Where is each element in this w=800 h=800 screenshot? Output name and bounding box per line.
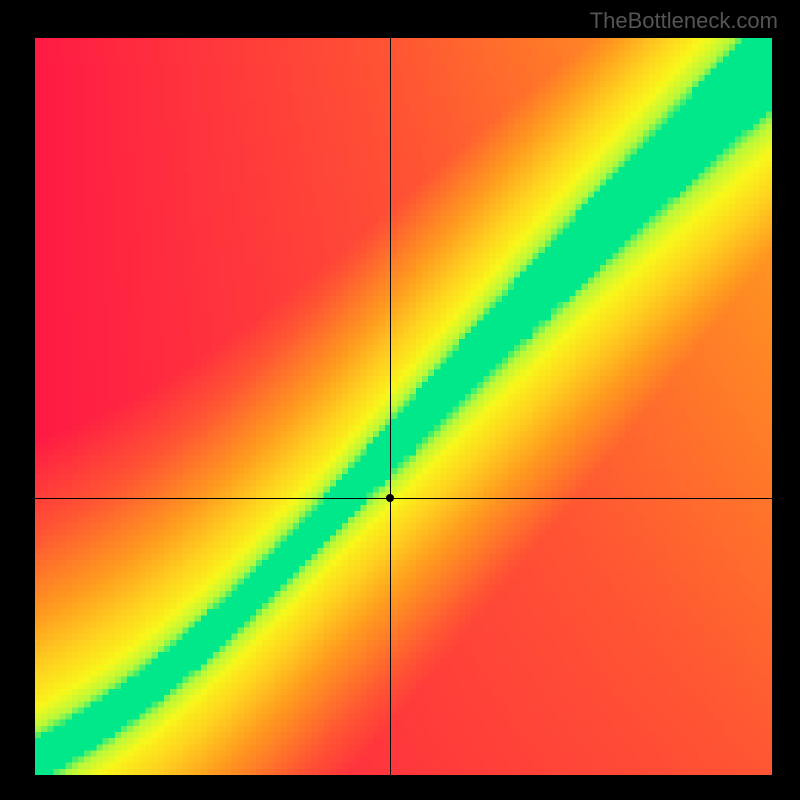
heatmap-canvas <box>35 38 772 775</box>
crosshair-dot <box>386 494 394 502</box>
crosshair-horizontal <box>35 498 772 499</box>
crosshair-vertical <box>390 38 391 775</box>
chart-container: TheBottleneck.com <box>0 0 800 800</box>
watermark-text: TheBottleneck.com <box>590 8 778 34</box>
